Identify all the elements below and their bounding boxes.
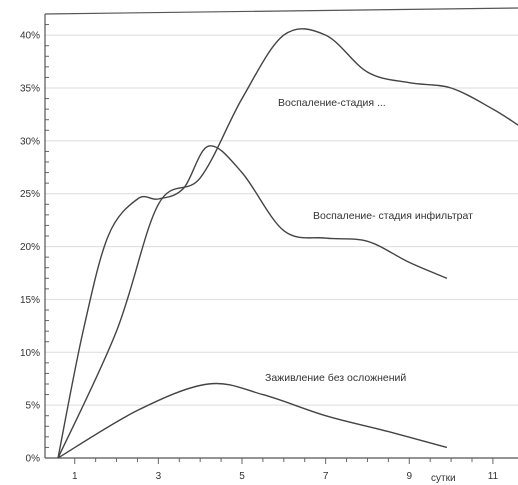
- grid-lines: [45, 34, 518, 406]
- series-line-2: [57, 145, 448, 459]
- y-tick-label: 10%: [20, 348, 40, 359]
- series-line-1: [57, 28, 518, 459]
- x-tick-label: 5: [239, 471, 245, 482]
- x-tick-label: 11: [488, 471, 499, 482]
- top-border-line: [44, 7, 518, 15]
- y-tick-label: 25%: [20, 189, 40, 200]
- y-tick-label: 20%: [20, 242, 40, 253]
- y-tick-labels: 0% 5% 10% 15% 20% 25% 30% 35% 40%: [20, 31, 40, 465]
- series-line-3: [57, 382, 448, 459]
- y-tick-label: 30%: [20, 136, 40, 147]
- x-tick-label: 9: [406, 471, 412, 482]
- series-lines: [57, 28, 518, 459]
- series-label-2: Воспаление- стадия инфильтрат: [313, 210, 473, 222]
- y-tick-label: 40%: [20, 31, 40, 42]
- minor-ticks: [45, 24, 494, 464]
- series-labels: Воспаление-стадия ... Воспаление- стадия …: [265, 97, 473, 384]
- y-tick-label: 15%: [20, 295, 40, 306]
- x-tick-label: 3: [156, 471, 162, 482]
- y-tick-label: 0%: [26, 454, 41, 465]
- x-tick-label: 1: [72, 471, 78, 482]
- series-label-1: Воспаление-стадия ...: [278, 97, 386, 109]
- y-tick-label: 5%: [26, 401, 41, 412]
- x-tick-label: 7: [323, 471, 329, 482]
- series-label-3: Заживление без осложнений: [265, 372, 406, 384]
- x-tick-labels: 1 3 5 7 9 11: [72, 471, 499, 482]
- x-axis-label: сутки: [431, 473, 456, 484]
- y-tick-label: 35%: [20, 84, 40, 95]
